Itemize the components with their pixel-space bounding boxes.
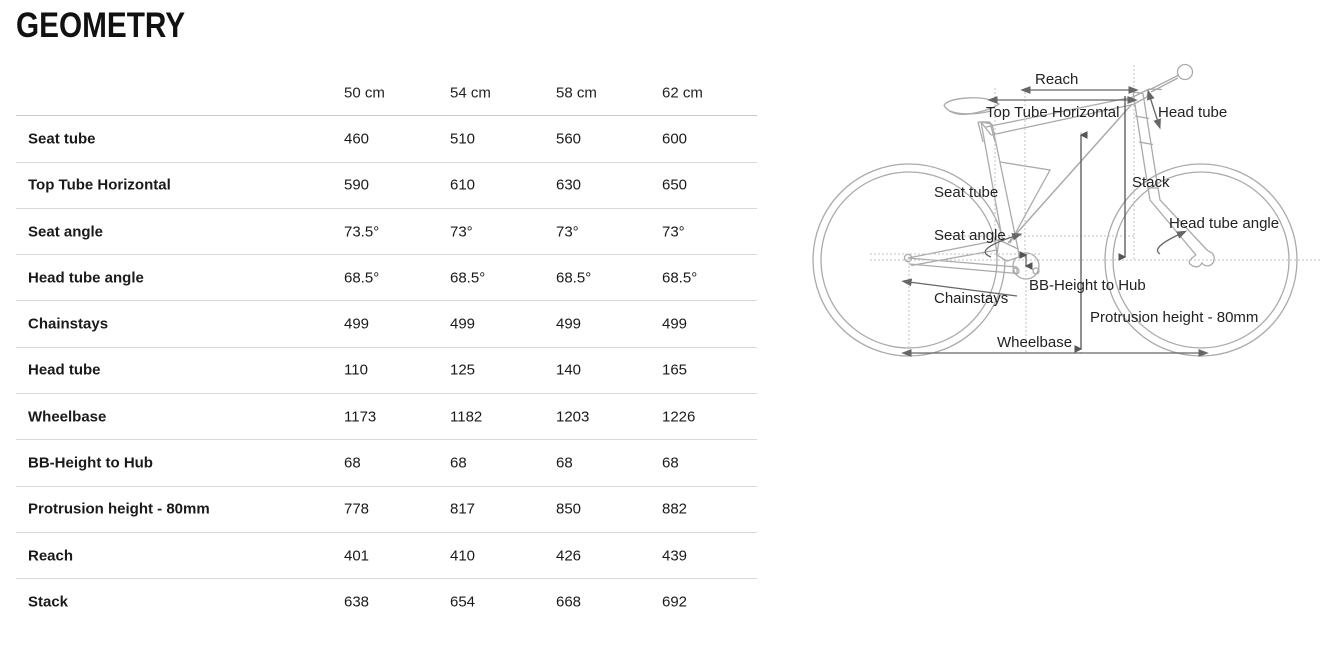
svg-text:Head tube: Head tube [1158,104,1227,121]
svg-text:Stack: Stack [1132,174,1170,191]
svg-text:Head tube angle: Head tube angle [1169,215,1279,232]
svg-text:Protrusion height - 80mm: Protrusion height - 80mm [1090,309,1258,326]
svg-text:BB-Height to Hub: BB-Height to Hub [1029,277,1146,294]
svg-text:Top Tube Horizontal: Top Tube Horizontal [986,104,1119,121]
svg-text:Seat tube: Seat tube [934,184,998,201]
svg-text:Seat angle: Seat angle [934,227,1006,244]
svg-text:Reach: Reach [1035,71,1078,88]
svg-text:Chainstays: Chainstays [934,290,1008,307]
svg-text:Wheelbase: Wheelbase [997,334,1072,351]
